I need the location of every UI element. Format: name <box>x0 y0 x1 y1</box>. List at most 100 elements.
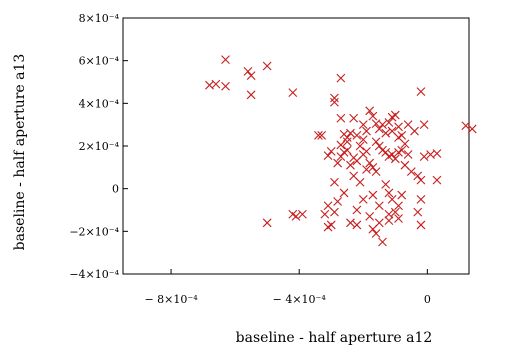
data-point <box>381 148 391 157</box>
data-point <box>416 175 426 185</box>
data-point <box>333 197 343 206</box>
data-point <box>349 113 359 123</box>
data-point <box>346 218 355 228</box>
data-point <box>323 151 333 160</box>
data-point <box>432 175 442 185</box>
data-point <box>368 162 378 172</box>
data-point <box>330 93 339 103</box>
data-point <box>243 66 253 76</box>
data-point <box>384 209 394 219</box>
data-point <box>323 201 333 211</box>
data-point <box>246 90 256 100</box>
data-point <box>317 130 327 140</box>
data-point <box>352 205 362 215</box>
data-point <box>390 110 400 120</box>
data-point <box>330 97 339 107</box>
data-point <box>352 130 362 140</box>
data-point <box>358 120 368 130</box>
data-point <box>246 71 256 80</box>
data-point <box>339 148 349 157</box>
plot-frame <box>122 17 470 275</box>
y-axis-ticks: 8×10⁻⁴ 6×10⁻⁴ 4×10⁻⁴ 2×10⁻⁴ 0 −2×10⁻⁴ −4×10⁻⁴ <box>69 12 128 281</box>
data-point <box>419 120 429 130</box>
data-point <box>384 216 394 226</box>
data-point <box>358 194 368 204</box>
x-tick-label: − 8×10⁻⁴ <box>144 293 198 306</box>
data-point <box>416 87 426 96</box>
x-axis-ticks: − 8×10⁻⁴ − 4×10⁻⁴ 0 <box>144 269 431 306</box>
data-point <box>384 188 394 198</box>
data-point <box>374 201 384 211</box>
data-point <box>291 212 301 221</box>
y-tick-label: 4×10⁻⁴ <box>79 97 120 110</box>
y-tick-label: −4×10⁻⁴ <box>69 268 119 281</box>
data-point <box>416 220 426 230</box>
data-point <box>365 212 375 221</box>
y-tick-label: 0 <box>112 183 119 196</box>
y-axis-label: baseline - half aperture a13 <box>12 54 28 251</box>
data-point <box>352 220 362 230</box>
data-point <box>314 130 323 140</box>
data-point <box>394 214 403 223</box>
data-point <box>365 158 375 168</box>
data-point <box>419 152 429 162</box>
data-point <box>365 106 375 116</box>
data-point <box>397 145 407 155</box>
data-point <box>381 128 391 138</box>
data-point <box>262 218 272 228</box>
data-point <box>355 177 365 187</box>
data-point <box>387 126 397 136</box>
data-point <box>362 146 371 156</box>
data-point <box>355 141 365 151</box>
data-point <box>358 135 368 144</box>
data-point <box>394 122 403 132</box>
data-point <box>362 126 371 136</box>
data-point <box>368 111 378 121</box>
data-point <box>406 167 416 176</box>
data-point <box>336 113 346 123</box>
data-point <box>432 149 442 158</box>
data-point <box>362 165 371 174</box>
data-point <box>371 137 381 147</box>
data-point <box>397 190 407 200</box>
data-point <box>410 126 419 136</box>
data-point <box>346 160 355 170</box>
y-tick-label: 8×10⁻⁴ <box>79 12 120 25</box>
data-point <box>221 55 230 64</box>
data-point <box>381 180 391 189</box>
data-point <box>288 88 298 98</box>
data-point <box>413 171 423 181</box>
data-point <box>371 229 381 238</box>
y-tick-label: −2×10⁻⁴ <box>69 225 119 238</box>
data-point <box>374 124 384 134</box>
data-point <box>298 209 307 219</box>
y-tick-label: 2×10⁻⁴ <box>79 140 120 153</box>
data-point <box>336 140 346 150</box>
data-point <box>390 207 400 217</box>
data-point <box>342 133 352 142</box>
data-point <box>330 177 339 187</box>
data-points <box>205 55 477 247</box>
data-point <box>461 121 471 131</box>
data-point <box>342 137 352 147</box>
data-point <box>339 188 349 198</box>
data-point <box>371 167 381 176</box>
data-point <box>326 146 336 156</box>
data-point <box>205 80 214 90</box>
data-point <box>384 118 394 127</box>
data-point <box>413 207 423 217</box>
data-point <box>368 224 378 234</box>
data-point <box>387 150 397 159</box>
data-point <box>336 152 346 162</box>
data-point <box>390 154 400 164</box>
data-point <box>221 81 230 91</box>
data-point <box>262 61 272 71</box>
data-point <box>320 209 330 219</box>
data-point <box>346 128 355 138</box>
data-point <box>378 237 387 247</box>
x-tick-label: − 4×10⁻⁴ <box>273 293 327 306</box>
x-tick-label: 0 <box>424 293 431 306</box>
data-point <box>416 194 426 204</box>
data-point <box>368 190 378 200</box>
